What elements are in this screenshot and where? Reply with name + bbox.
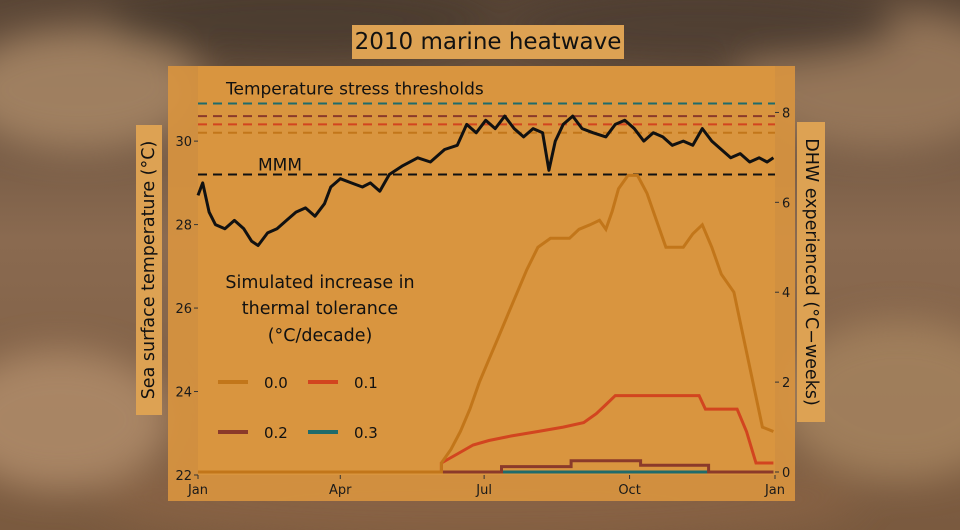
y-tick-label-3: 28	[175, 219, 192, 234]
x-tick-label-3: Oct	[618, 483, 640, 498]
y-tick-label-2: 26	[175, 302, 192, 317]
y2-axis-label-box: DHW experienced (°C−weeks)	[797, 122, 825, 422]
mmm-annotation: MMM	[258, 156, 302, 176]
sst-line	[196, 114, 775, 247]
y-tick-label-1: 24	[175, 386, 192, 401]
legend-title-line-2: thermal tolerance	[242, 299, 398, 319]
threshold-lines	[198, 102, 775, 134]
x-tick-label-2: Jul	[475, 483, 492, 498]
legend-entries: 0.0 0.1 0.2 0.3	[218, 374, 378, 442]
legend-label-0.2: 0.2	[264, 424, 288, 442]
plot-panel	[198, 66, 775, 475]
dhw-line-0.2	[198, 459, 774, 474]
y-tick-label-0: 22	[175, 469, 192, 484]
legend: Simulated increase in thermal tolerance …	[218, 273, 415, 442]
y-tick-label-4: 30	[175, 135, 192, 150]
legend-label-0.1: 0.1	[354, 374, 378, 392]
y-axis-ticks: 22 24 26 28 30	[175, 135, 198, 484]
x-tick-label-1: Apr	[329, 483, 352, 498]
y2-axis-ticks: 0 2 4 6 8	[775, 106, 790, 481]
y-axis-label-box: Sea surface temperature (°C)	[136, 125, 162, 415]
y2-tick-label-2: 4	[782, 286, 790, 301]
y2-tick-label-3: 6	[782, 196, 790, 211]
dhw-series-group	[198, 173, 774, 474]
x-tick-label-0: Jan	[187, 483, 208, 498]
right-axis-panel	[775, 66, 795, 475]
bottom-axis-panel	[168, 475, 795, 501]
y-axis-label: Sea surface temperature (°C)	[139, 140, 159, 400]
dhw-line-0.1	[198, 394, 774, 474]
x-tick-label-4: Jan	[764, 483, 785, 498]
legend-label-0.3: 0.3	[354, 424, 378, 442]
y2-tick-label-4: 8	[782, 106, 790, 121]
legend-label-0.0: 0.0	[264, 374, 288, 392]
left-axis-panel	[168, 66, 198, 475]
chart-title: 2010 marine heatwave	[352, 25, 624, 59]
y2-tick-label-0: 0	[782, 466, 790, 481]
dhw-line-0.0	[198, 173, 774, 474]
y2-axis-label: DHW experienced (°C−weeks)	[801, 138, 821, 406]
y2-tick-label-1: 2	[782, 376, 790, 391]
x-axis-ticks: Jan Apr Jul Oct Jan	[187, 475, 785, 498]
thresholds-annotation: Temperature stress thresholds	[225, 80, 484, 100]
legend-title-line-3: (°C/decade)	[268, 326, 373, 346]
legend-title-line-1: Simulated increase in	[225, 273, 414, 293]
